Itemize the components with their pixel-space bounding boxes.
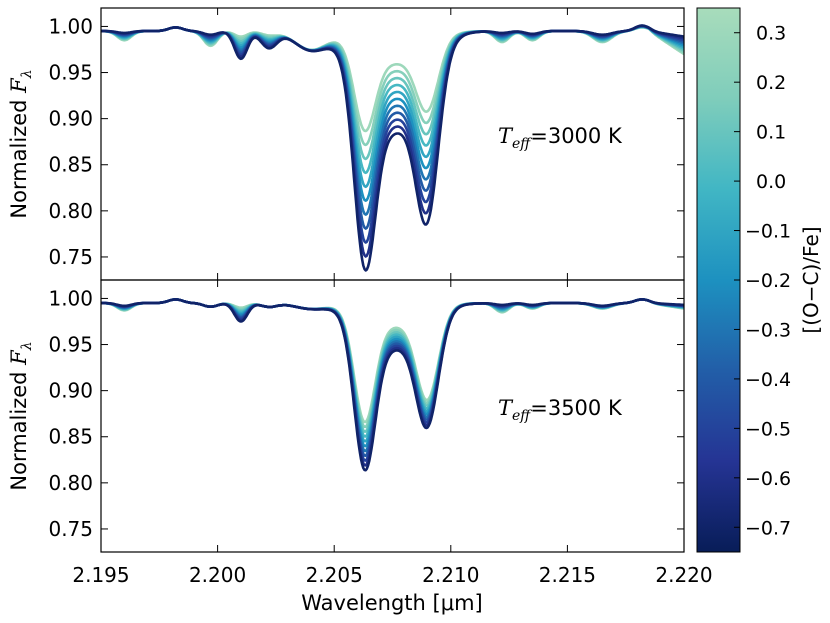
spectrum-line (101, 298, 684, 458)
colorbar-tick-label: 0.0 (756, 171, 786, 193)
top-panel: 0.75 0.80 0.85 0.90 0.95 1.00 Teff=3000 K Nor… (7, 7, 685, 281)
y-tick-label: 1.00 (48, 286, 93, 310)
colorbar-label: [(O−C)/Fe] (799, 226, 823, 333)
y-tick-label: 0.95 (48, 333, 93, 357)
colorbar-tick-label: 0.1 (756, 122, 786, 144)
x-tick-label: 2.205 (306, 563, 363, 587)
x-tick-label: 2.200 (189, 563, 246, 587)
y-tick-label: 0.75 (48, 517, 93, 541)
y-tick-label: 0.95 (48, 61, 93, 85)
bottom-y-axis-label: Normalized Fλ (7, 341, 35, 490)
top-y-axis: 0.75 0.80 0.85 0.90 0.95 1.00 (48, 14, 684, 269)
colorbar-gradient (696, 7, 741, 553)
colorbar-tick-label: 0.3 (756, 23, 786, 45)
y-tick-label: 0.90 (48, 107, 93, 131)
top-y-axis-label: Normalized Fλ (7, 69, 35, 218)
colorbar-tick-label: −0.4 (745, 369, 791, 391)
spectrum-line (101, 298, 684, 462)
spectrum-line (101, 298, 684, 467)
spectrum-line (101, 298, 684, 472)
colorbar-tick-label: −0.5 (745, 418, 791, 440)
colorbar-tick-label: −0.6 (745, 468, 791, 490)
spectrum-line (101, 298, 684, 448)
y-tick-label: 0.90 (48, 379, 93, 403)
top-teff-annotation: Teff=3000 K (498, 124, 623, 152)
bottom-panel: 0.75 0.80 0.85 0.90 0.95 1.00 2.195 2.200 2.205… (7, 279, 713, 615)
x-tick-label: 2.215 (539, 563, 596, 587)
colorbar-tick-label: −0.3 (745, 319, 791, 341)
bottom-spectra (101, 298, 684, 472)
top-x-ticks (100, 8, 685, 280)
y-tick-label: 0.80 (48, 471, 93, 495)
bottom-y-axis: 0.75 0.80 0.85 0.90 0.95 1.00 (48, 286, 684, 541)
spectrum-line (101, 24, 684, 272)
x-tick-label: 2.195 (72, 563, 129, 587)
bottom-teff-annotation: Teff=3500 K (498, 396, 623, 424)
bottom-plot-frame (100, 279, 685, 553)
bottom-x-axis: 2.195 2.200 2.205 2.210 2.215 2.220 (72, 280, 713, 587)
x-axis-label: Wavelength [μm] (301, 591, 482, 615)
colorbar-tick-label: 0.2 (756, 72, 786, 94)
y-tick-label: 1.00 (48, 14, 93, 38)
colorbar-ticks: 0.3 0.2 0.1 0.0 −0.1 −0.2 −0.3 −0.4 −0.5 −0.6 −0.7 (734, 23, 791, 539)
colorbar: 0.3 0.2 0.1 0.0 −0.1 −0.2 −0.3 −0.4 −0.5 −0.6 −0.7… (696, 7, 823, 553)
colorbar-tick-label: −0.1 (745, 221, 791, 243)
y-tick-label: 0.80 (48, 199, 93, 223)
top-spectra (101, 24, 684, 272)
y-tick-label: 0.75 (48, 245, 93, 269)
colorbar-tick-label: −0.7 (745, 517, 791, 539)
y-tick-label: 0.85 (48, 153, 93, 177)
x-tick-label: 2.210 (422, 563, 479, 587)
colorbar-tick-label: −0.2 (745, 270, 791, 292)
y-tick-label: 0.85 (48, 425, 93, 449)
spectrum-line (101, 298, 684, 453)
x-tick-label: 2.220 (655, 563, 712, 587)
